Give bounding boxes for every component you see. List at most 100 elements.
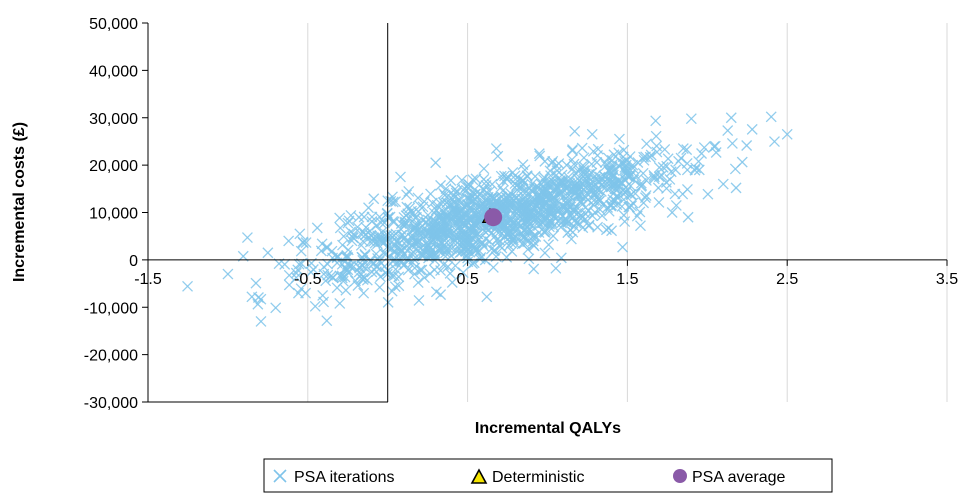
psa-iteration-point [673,155,685,167]
psa-iteration-point [579,169,591,181]
psa-iteration-point [290,267,302,279]
psa-iteration-point [717,178,729,190]
psa-iteration-point [629,188,641,200]
psa-iteration-point [696,148,708,159]
psa-iteration-point [435,224,447,236]
psa-iteration-point [682,211,694,223]
psa-iteration-point [669,188,681,200]
psa-iteration-point [439,235,451,247]
psa-iteration-point [482,224,494,236]
psa-iteration-point [453,216,465,228]
psa-iteration-point [417,232,429,244]
psa-iteration-point [586,181,597,193]
psa-iteration-point [469,219,481,231]
psa-iteration-point [587,199,599,211]
psa-iteration-point [504,200,516,212]
psa-iteration-point [283,279,295,291]
psa-iteration-point [432,226,444,238]
y-tick-labels: -30,000 -20,000 -10,000 0 10,000 20,000 30,000… [84,16,138,412]
psa-iteration-point [653,196,665,208]
legend-deterministic-label: Deterministic [492,469,584,486]
psa-iteration-point [519,215,531,227]
psa-iteration-point [347,231,359,243]
psa-iteration-point [386,285,398,297]
psa-iteration-point [625,189,637,201]
psa-iteration-point [401,189,413,201]
psa-iteration-point [558,178,570,190]
psa-iteration-point [539,247,551,259]
psa-iteration-point [449,197,461,209]
y-tick-label: 20,000 [89,158,138,175]
psa-iteration-point [297,237,309,249]
psa-iteration-point [702,188,714,200]
psa-iteration-point [435,179,447,191]
psa-iteration-point [300,287,312,299]
psa-iteration-point [605,177,617,188]
psa-iteration-point [320,275,332,287]
legend: PSA iterations Deterministic PSA average [263,458,833,493]
psa-iteration-point [354,262,366,274]
psa-iteration-point [326,245,338,257]
psa-iteration-point [533,148,545,160]
psa-iteration-point [522,236,534,248]
psa-iteration-point [463,182,474,194]
psa-iteration-point [472,228,484,240]
psa-iteration-point [597,173,609,185]
psa-iteration-point [478,240,489,252]
psa-iteration-point [544,165,556,177]
psa-iteration-point [449,183,461,195]
y-tick-label: 50,000 [89,16,138,33]
psa-iteration-point [352,221,363,233]
psa-iteration-point [550,183,561,195]
psa-iteration-point [637,167,649,179]
psa-iteration-point [366,211,378,223]
psa-iteration-point [538,187,550,199]
psa-iteration-point [338,230,350,242]
psa-iteration-point [293,258,305,270]
psa-iteration-point [481,291,493,303]
x-tick-label: 2.5 [776,271,798,288]
psa-iteration-point [640,151,652,163]
psa-iteration-point [450,187,462,199]
psa-iteration-point [353,211,365,223]
psa-iteration-point [561,159,573,171]
psa-iteration-point [592,221,604,233]
psa-iteration-point [566,145,578,157]
psa-iteration-point [433,211,445,222]
psa-iteration-point [495,181,507,193]
psa-iteration-point [370,266,382,278]
psa-iteration-point [601,183,613,195]
psa-iteration-point [337,275,349,287]
psa-iteration-point [596,210,608,222]
psa-iteration-point [393,280,405,292]
psa-iteration-point [599,156,611,168]
psa-iteration-point [380,248,392,260]
psa-iteration-point [693,156,705,167]
psa-iteration-point [411,211,422,223]
psa-iteration-point [490,143,502,155]
psa-iteration-point [342,217,354,229]
psa-iteration-point [557,210,569,222]
psa-iteration-point [635,220,646,232]
psa-iteration-point [446,232,457,244]
psa-iteration-point [501,172,513,184]
psa-iteration-point [486,192,498,203]
psa-iteration-point [547,155,559,167]
y-axis-title: Incremental costs (£) [11,122,28,282]
psa-iterations-points [182,111,793,327]
psa-iteration-point [522,208,534,220]
psa-iteration-point [579,202,591,214]
legend-box [263,458,833,493]
psa-iteration-point [510,173,521,185]
psa-iteration-point [420,216,432,228]
psa-iteration-point [378,247,390,259]
psa-iteration-point [449,215,461,227]
y-tick-label: 30,000 [89,111,138,128]
psa-iteration-point [364,225,376,237]
psa-iteration-point [401,240,413,252]
psa-iteration-point [404,202,416,214]
psa-iteration-point [394,255,406,267]
psa-iteration-point [318,268,330,280]
psa-iteration-point [507,222,519,234]
psa-iteration-point [765,111,777,123]
